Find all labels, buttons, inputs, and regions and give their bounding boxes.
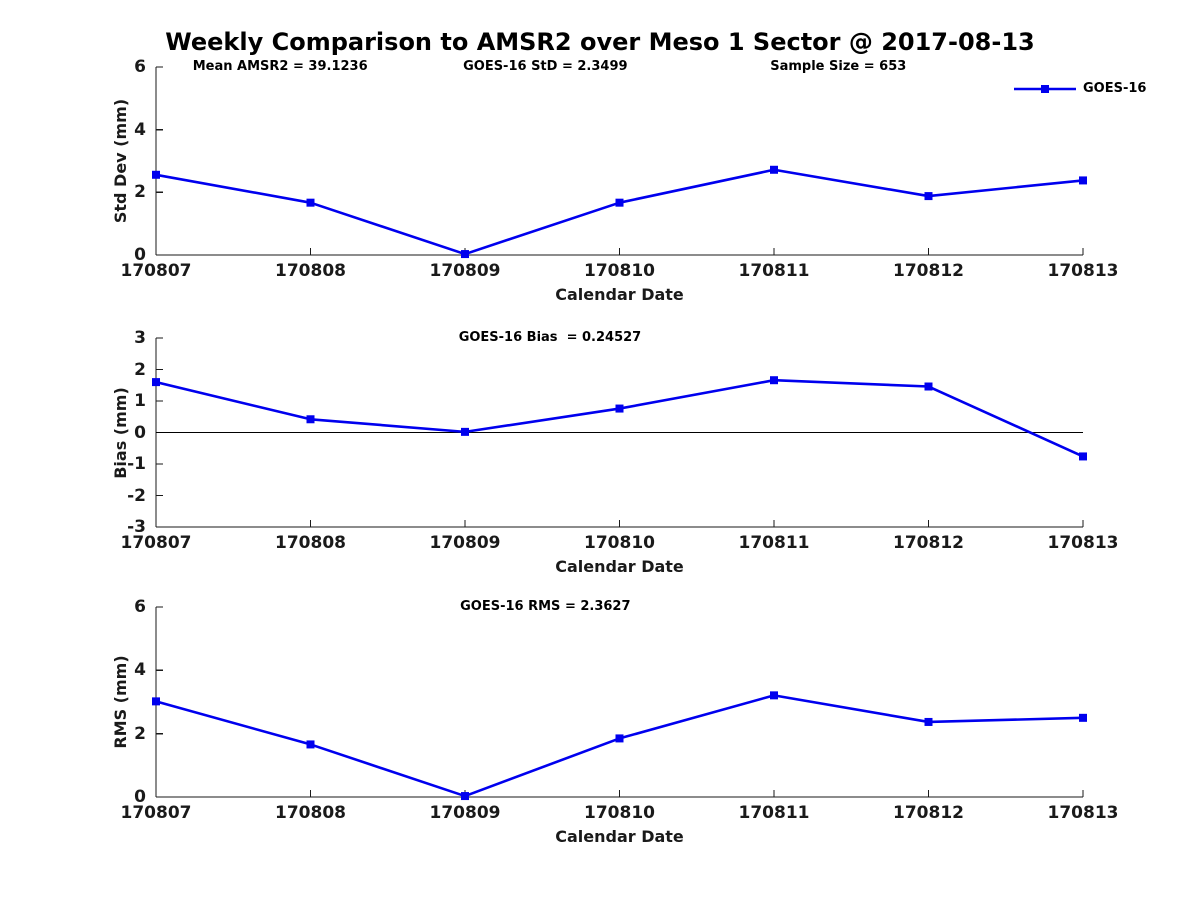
- data-point-marker: [306, 415, 315, 424]
- x-axis-label: Calendar Date: [555, 827, 684, 846]
- annotation: GOES-16 StD = 2.3499: [463, 59, 628, 74]
- x-tick-label: 170808: [275, 803, 346, 823]
- y-axis-label: Std Dev (mm): [111, 98, 130, 224]
- x-axis-label: Calendar Date: [555, 557, 684, 576]
- x-tick-label: 170810: [584, 803, 655, 823]
- x-tick-label: 170808: [275, 261, 346, 281]
- y-tick-label: 0: [134, 787, 146, 807]
- data-point-marker: [152, 378, 160, 387]
- y-tick-label: -2: [127, 485, 146, 506]
- x-tick-label: 170808: [275, 533, 346, 553]
- data-point-marker: [306, 198, 315, 207]
- y-tick-label: 4: [134, 119, 146, 140]
- data-point-marker: [1079, 176, 1087, 185]
- x-axis-label: Calendar Date: [555, 285, 684, 304]
- data-point-marker: [615, 734, 624, 743]
- y-tick-label: 4: [134, 660, 146, 681]
- data-point-marker: [152, 697, 160, 706]
- annotation: GOES-16 Bias = 0.24527: [458, 330, 642, 345]
- data-point-marker: [770, 691, 778, 700]
- y-tick-label: 0: [134, 422, 146, 443]
- x-tick-label: 170807: [120, 533, 192, 553]
- data-point-marker: [615, 198, 624, 207]
- x-tick-label: 170807: [120, 261, 192, 281]
- y-tick-label: -1: [127, 454, 146, 474]
- x-tick-label: 170812: [893, 803, 964, 823]
- legend-line-marker-icon: [1014, 84, 1076, 93]
- x-tick-label: 170811: [738, 533, 810, 553]
- x-tick-label: 170812: [893, 261, 964, 281]
- annotation: GOES-16 RMS = 2.3627: [460, 599, 631, 614]
- data-point-marker: [306, 740, 315, 749]
- annotation: Mean AMSR2 = 39.1236: [192, 59, 368, 74]
- y-axis-label: Bias (mm): [111, 386, 130, 479]
- x-tick-label: 170811: [738, 261, 810, 281]
- data-point-marker: [1079, 452, 1087, 461]
- data-point-marker: [924, 382, 933, 391]
- y-tick-label: 6: [134, 597, 146, 617]
- x-tick-label: 170812: [893, 533, 964, 553]
- x-tick-label: 170813: [1047, 803, 1119, 823]
- y-tick-label: 1: [134, 391, 146, 411]
- annotation: Sample Size = 653: [770, 59, 907, 74]
- data-series-line: [155, 694, 1084, 798]
- data-point-marker: [461, 250, 469, 259]
- x-tick-label: 170813: [1047, 533, 1119, 553]
- data-series-line: [155, 378, 1084, 458]
- x-tick-label: 170813: [1047, 261, 1119, 281]
- x-tick-label: 170809: [429, 533, 501, 553]
- data-series-line: [155, 168, 1084, 256]
- legend: GOES-16: [1014, 81, 1146, 96]
- figure-title: Weekly Comparison to AMSR2 over Meso 1 S…: [165, 28, 1035, 56]
- data-point-marker: [770, 376, 778, 385]
- data-point-marker: [770, 165, 778, 174]
- x-tick-label: 170811: [738, 803, 810, 823]
- y-tick-label: 2: [134, 359, 146, 380]
- y-tick-label: -3: [127, 517, 146, 537]
- x-tick-label: 170809: [429, 803, 501, 823]
- data-point-marker: [1079, 713, 1087, 722]
- x-tick-label: 170807: [120, 803, 192, 823]
- x-tick-label: 170809: [429, 261, 501, 281]
- data-point-marker: [461, 792, 469, 801]
- y-tick-label: 2: [134, 182, 146, 203]
- y-tick-label: 3: [134, 328, 146, 348]
- y-tick-label: 2: [134, 723, 146, 744]
- data-point-marker: [461, 427, 469, 436]
- data-point-marker: [615, 404, 624, 413]
- y-axis-label: RMS (mm): [111, 655, 130, 749]
- data-point-marker: [924, 717, 933, 726]
- y-tick-label: 6: [134, 57, 146, 77]
- data-point-marker: [152, 170, 160, 179]
- x-tick-label: 170810: [584, 533, 655, 553]
- x-tick-label: 170810: [584, 261, 655, 281]
- data-point-marker: [924, 192, 933, 201]
- y-tick-label: 0: [134, 245, 146, 265]
- legend-label: GOES-16: [1083, 81, 1147, 96]
